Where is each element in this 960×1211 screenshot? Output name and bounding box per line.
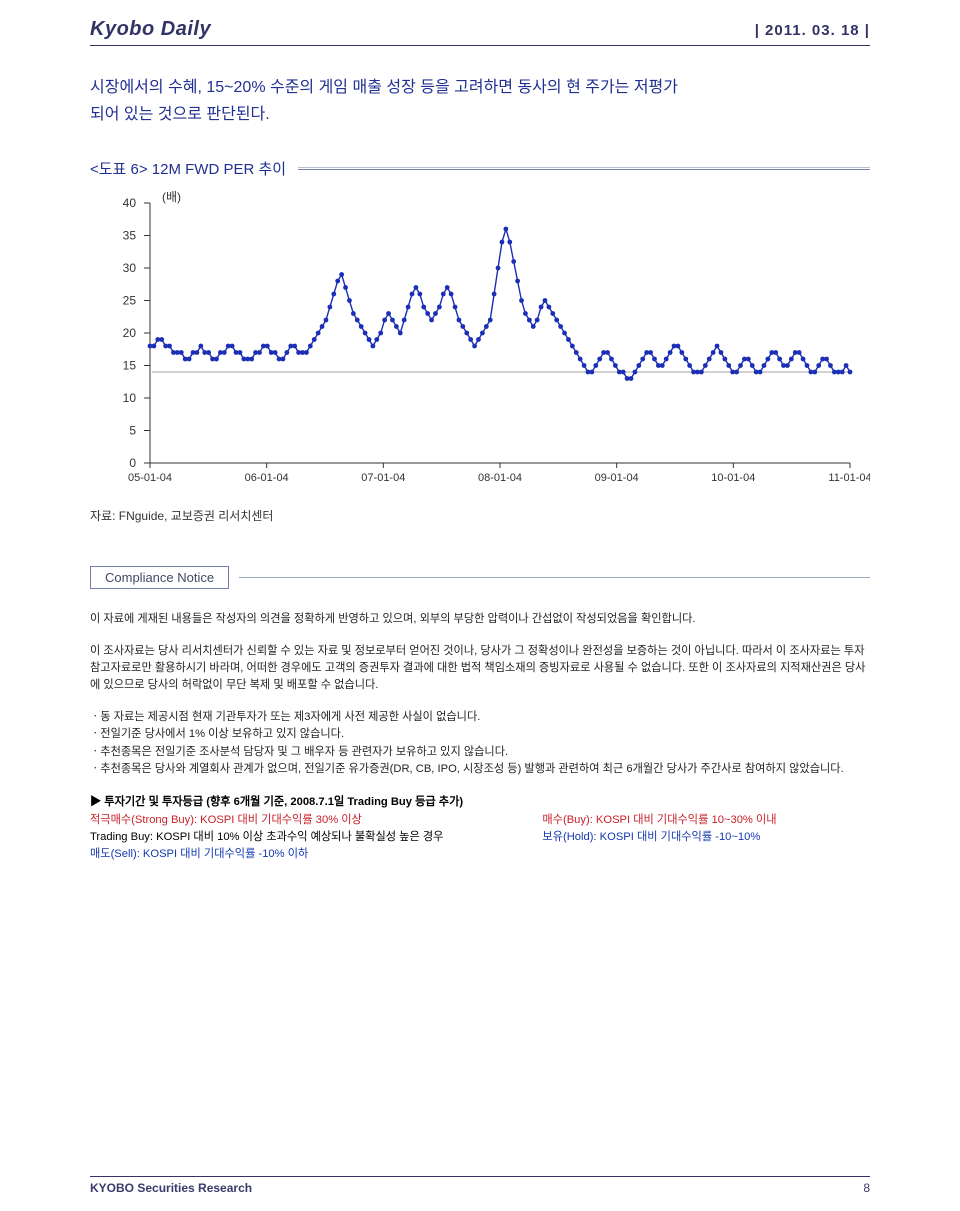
rating-trading-buy: Trading Buy: KOSPI 대비 10% 이상 초과수익 예상되나 불…: [90, 829, 542, 846]
bullet-2: ㆍ전일기준 당사에서 1% 이상 보유하고 있지 않습니다.: [90, 726, 870, 743]
chart-svg: (배) 0 5 10 15 20 25 30 35 40 05-01-04 06-01-04 07-01…: [90, 183, 870, 503]
chart-title-row: <도표 6> 12M FWD PER 추이: [90, 158, 870, 179]
svg-text:09-01-04: 09-01-04: [595, 472, 639, 484]
report-date: | 2011. 03. 18 |: [755, 22, 870, 39]
rating-buy: 매수(Buy): KOSPI 대비 기대수익률 10~30% 이내: [542, 812, 870, 829]
svg-text:5: 5: [129, 424, 136, 438]
compliance-bullets: ㆍ동 자료는 제공시점 현재 기관투자가 또는 제3자에게 사전 제공한 사실이…: [90, 709, 870, 778]
svg-text:(배): (배): [162, 190, 181, 204]
intro-line-2: 되어 있는 것으로 판단된다.: [90, 106, 270, 123]
compliance-p2: 이 조사자료는 당사 리서치센터가 신뢰할 수 있는 자료 및 정보로부터 얻어…: [90, 643, 870, 695]
intro-paragraph: 시장에서의 수혜, 15~20% 수준의 게임 매출 성장 등을 고려하면 동사…: [90, 74, 870, 128]
page-footer: KYOBO Securities Research 8: [90, 1176, 870, 1195]
rating-strong-buy: 적극매수(Strong Buy): KOSPI 대비 기대수익률 30% 이상: [90, 812, 542, 829]
svg-text:35: 35: [123, 229, 137, 243]
rating-sell: 매도(Sell): KOSPI 대비 기대수익률 -10% 이하: [90, 846, 542, 863]
svg-text:06-01-04: 06-01-04: [245, 472, 289, 484]
page-number: 8: [863, 1181, 870, 1195]
compliance-header: Compliance Notice: [90, 566, 870, 589]
bullet-1: ㆍ동 자료는 제공시점 현재 기관투자가 또는 제3자에게 사전 제공한 사실이…: [90, 709, 870, 726]
brand-title: Kyobo Daily: [90, 18, 211, 41]
svg-text:20: 20: [123, 326, 137, 340]
per-chart: (배) 0 5 10 15 20 25 30 35 40 05-01-04 06-01-04 07-01…: [90, 183, 870, 503]
svg-text:08-01-04: 08-01-04: [478, 472, 522, 484]
rating-hold: 보유(Hold): KOSPI 대비 기대수익률 -10~10%: [542, 829, 870, 846]
svg-text:10-01-04: 10-01-04: [711, 472, 755, 484]
compliance-title: Compliance Notice: [90, 566, 229, 589]
svg-text:40: 40: [123, 196, 137, 210]
intro-line-1: 시장에서의 수혜, 15~20% 수준의 게임 매출 성장 등을 고려하면 동사…: [90, 79, 678, 96]
compliance-body: 이 자료에 게재된 내용들은 작성자의 의견을 정확하게 반영하고 있으며, 외…: [90, 611, 870, 863]
svg-text:10: 10: [123, 391, 137, 405]
svg-text:0: 0: [129, 456, 136, 470]
rating-block: ▶ 투자기간 및 투자등급 (향후 6개월 기준, 2008.7.1일 Trad…: [90, 794, 870, 863]
svg-text:07-01-04: 07-01-04: [361, 472, 405, 484]
chart-title: <도표 6> 12M FWD PER 추이: [90, 158, 298, 179]
svg-text:15: 15: [123, 359, 137, 373]
svg-text:05-01-04: 05-01-04: [128, 472, 172, 484]
footer-org: KYOBO Securities Research: [90, 1181, 252, 1195]
chart-source: 자료: FNguide, 교보증권 리서치센터: [90, 507, 870, 524]
svg-text:11-01-04: 11-01-04: [828, 472, 870, 484]
page-header: Kyobo Daily | 2011. 03. 18 |: [90, 18, 870, 46]
svg-text:25: 25: [123, 294, 137, 308]
compliance-p1: 이 자료에 게재된 내용들은 작성자의 의견을 정확하게 반영하고 있으며, 외…: [90, 611, 870, 628]
bullet-3: ㆍ추천종목은 전일기준 조사분석 담당자 및 그 배우자 등 관련자가 보유하고…: [90, 744, 870, 761]
bullet-4: ㆍ추천종목은 당사와 계열회사 관계가 없으며, 전일기준 유가증권(DR, C…: [90, 761, 870, 778]
svg-text:30: 30: [123, 261, 137, 275]
rating-head: ▶ 투자기간 및 투자등급 (향후 6개월 기준, 2008.7.1일 Trad…: [90, 796, 463, 808]
